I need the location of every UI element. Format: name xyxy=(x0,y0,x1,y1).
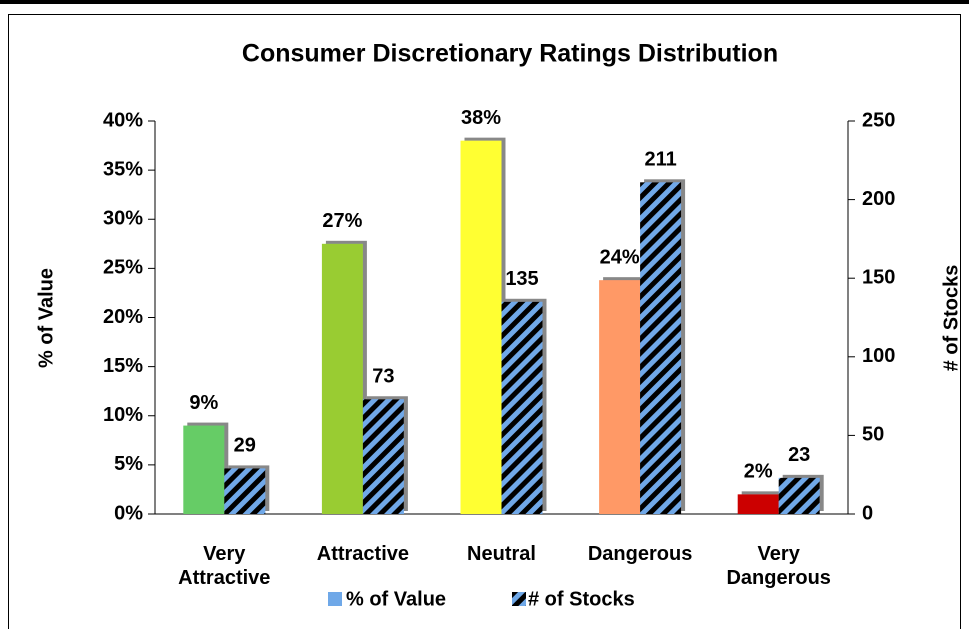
y-tick-label: 0% xyxy=(114,502,143,524)
y2-tick-label: 50 xyxy=(862,424,884,446)
x-tick-label: Attractive xyxy=(316,543,410,565)
y-tick-label: 15% xyxy=(103,355,143,377)
data-label: 135 xyxy=(505,268,538,290)
legend-label: % of Value xyxy=(346,588,446,610)
y2-tick-label: 250 xyxy=(862,109,895,131)
y2-tick-label: 200 xyxy=(862,188,895,210)
value-bar xyxy=(321,243,363,514)
y-tick-label: 20% xyxy=(103,306,143,328)
y-tick-label: 10% xyxy=(103,404,143,426)
top-rule xyxy=(0,0,969,4)
y2-tick-label: 150 xyxy=(862,266,895,288)
data-label: 27% xyxy=(322,210,362,232)
legend-swatch xyxy=(328,592,342,606)
y2-tick-label: 0 xyxy=(862,502,873,524)
stocks-bar xyxy=(778,477,820,514)
x-tick-label: Very Dangerous xyxy=(726,543,831,589)
stocks-bar xyxy=(501,301,543,514)
y-tick-label: 40% xyxy=(103,109,143,131)
data-label: 29 xyxy=(234,435,256,457)
y-tick-label: 35% xyxy=(103,158,143,180)
data-label: 38% xyxy=(461,107,501,129)
y2-tick-label: 100 xyxy=(862,345,895,367)
value-bar xyxy=(599,280,641,514)
data-label: 211 xyxy=(644,149,676,171)
y-tick-label: 25% xyxy=(103,257,143,279)
y-tick-label: 5% xyxy=(114,453,143,475)
value-bar xyxy=(460,140,502,514)
data-label: 9% xyxy=(189,392,218,414)
x-tick-label: Dangerous xyxy=(587,543,693,565)
legend-swatch xyxy=(512,592,526,606)
chart-title: Consumer Discretionary Ratings Distribut… xyxy=(242,40,778,68)
stocks-bar xyxy=(640,182,682,515)
frame xyxy=(8,14,961,629)
y-axis-title: % of Value xyxy=(35,268,57,368)
data-label: 2% xyxy=(744,461,773,483)
x-tick-label: Very Attractive xyxy=(178,543,271,589)
value-bar xyxy=(737,494,779,514)
data-label: 73 xyxy=(372,366,394,388)
stocks-bar xyxy=(362,399,404,514)
data-label: 23 xyxy=(788,444,810,466)
y-tick-label: 30% xyxy=(103,208,143,230)
x-tick-label: Neutral xyxy=(467,543,536,565)
legend-label: # of Stocks xyxy=(528,588,635,610)
value-bar xyxy=(183,425,225,514)
y2-axis-title: # of Stocks xyxy=(940,265,962,372)
stocks-bar xyxy=(224,468,266,514)
data-label: 24% xyxy=(600,246,640,268)
